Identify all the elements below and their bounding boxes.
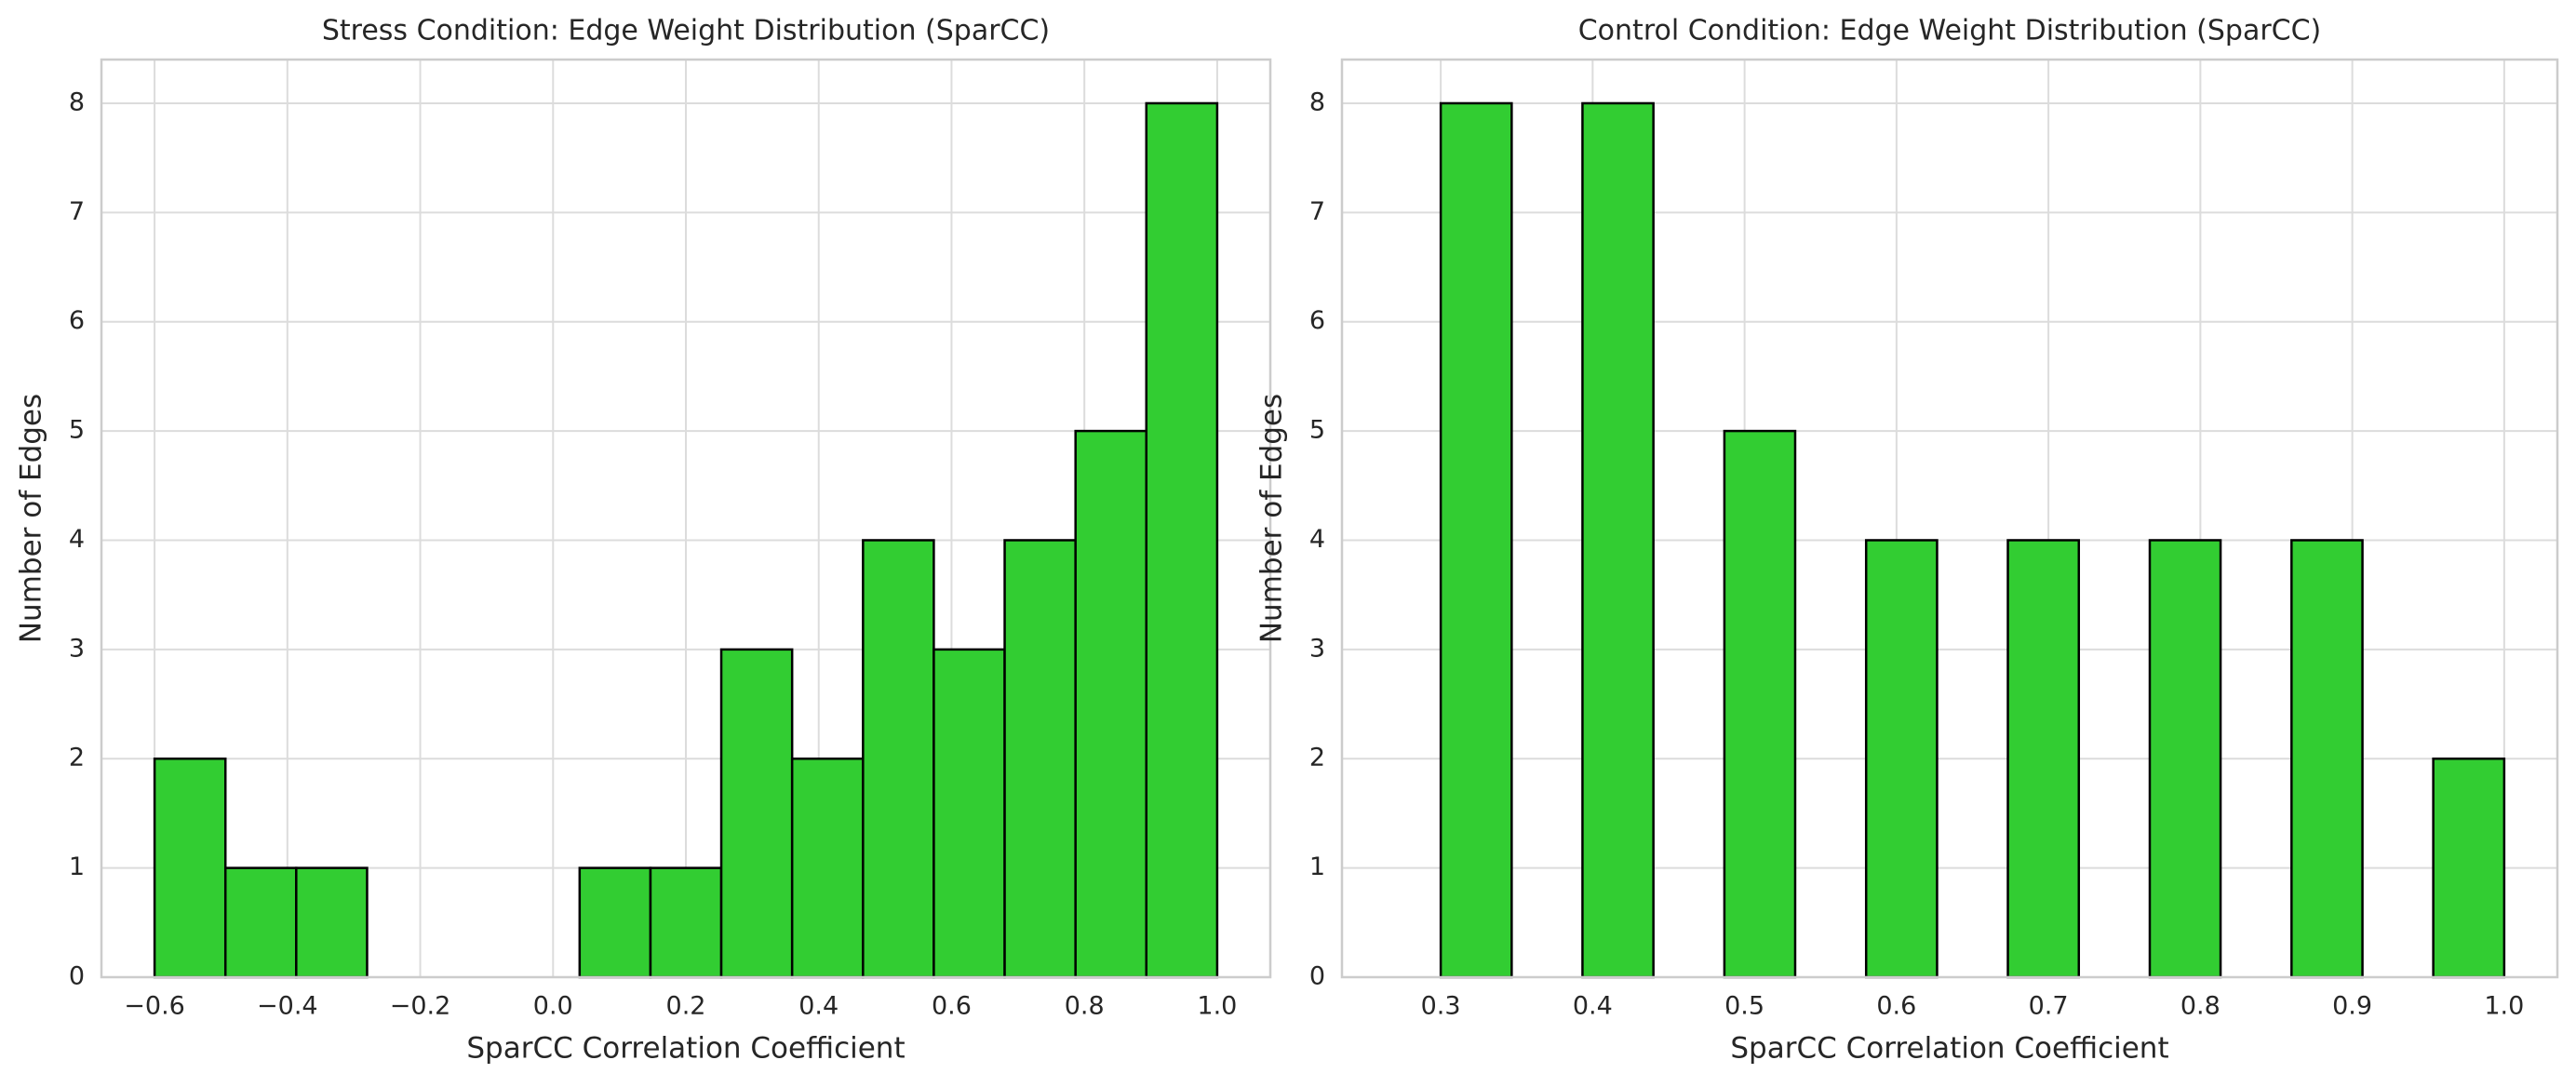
x-tick-label: 1.0 <box>2484 992 2524 1021</box>
chart-title: Stress Condition: Edge Weight Distributi… <box>322 15 1050 47</box>
y-axis-label: Number of Edges <box>1255 394 1289 643</box>
y-axis-label: Number of Edges <box>15 394 48 643</box>
y-tick-label: 5 <box>1309 416 1325 445</box>
x-tick-label: 0.0 <box>533 992 573 1021</box>
histogram-bar <box>2290 539 2364 979</box>
histogram-bar <box>1439 101 1513 979</box>
y-tick-label: 3 <box>1309 634 1325 663</box>
histogram-bar <box>2006 539 2081 979</box>
y-tick-label: 0 <box>69 962 85 991</box>
histogram-bar <box>578 866 652 979</box>
y-tick-label: 1 <box>1309 852 1325 881</box>
histogram-bar <box>932 648 1006 979</box>
histogram-bar <box>153 757 227 979</box>
x-tick-label: 0.3 <box>1421 992 1461 1021</box>
histogram-bar <box>862 539 935 979</box>
x-tick-label: −0.2 <box>390 992 451 1021</box>
y-tick-label: 7 <box>1309 197 1325 226</box>
x-tick-label: −0.6 <box>124 992 185 1021</box>
histogram-bar <box>1003 539 1077 979</box>
histogram-bar <box>1074 429 1148 979</box>
histogram-bar <box>649 866 723 979</box>
x-tick-label: 0.9 <box>2332 992 2372 1021</box>
y-tick-label: 6 <box>1309 306 1325 335</box>
histogram-bar <box>223 866 298 979</box>
histogram-bar <box>790 757 865 979</box>
y-tick-label: 6 <box>69 306 85 335</box>
histogram-bar <box>719 648 794 979</box>
x-tick-label: 0.7 <box>2029 992 2069 1021</box>
y-tick-label: 5 <box>69 416 85 445</box>
x-tick-label: 0.2 <box>666 992 706 1021</box>
x-tick-label: 1.0 <box>1197 992 1237 1021</box>
histogram-bar <box>2432 757 2506 979</box>
x-tick-label: 0.6 <box>1876 992 1916 1021</box>
x-axis-label: SparCC Correlation Coefficient <box>1730 1032 2168 1066</box>
axes-frame <box>1340 58 2559 979</box>
x-tick-label: 0.5 <box>1724 992 1764 1021</box>
y-tick-label: 3 <box>69 634 85 663</box>
y-tick-label: 4 <box>1309 525 1325 554</box>
x-axis-label: SparCC Correlation Coefficient <box>466 1032 905 1066</box>
y-tick-label: 8 <box>1309 87 1325 116</box>
x-tick-label: 0.6 <box>932 992 972 1021</box>
y-tick-label: 1 <box>69 852 85 881</box>
histogram-bar <box>2148 539 2222 979</box>
y-tick-label: 8 <box>69 87 85 116</box>
y-tick-label: 7 <box>69 197 85 226</box>
x-tick-label: 0.8 <box>2180 992 2220 1021</box>
histogram-bar <box>1864 539 1939 979</box>
y-tick-label: 4 <box>69 525 85 554</box>
y-tick-label: 2 <box>69 744 85 772</box>
x-tick-label: 0.4 <box>1573 992 1613 1021</box>
x-tick-label: −0.4 <box>257 992 318 1021</box>
x-tick-label: 0.4 <box>798 992 839 1021</box>
x-tick-label: 0.8 <box>1065 992 1105 1021</box>
histogram-bar <box>295 866 369 979</box>
histogram-bar <box>1723 429 1797 979</box>
y-tick-label: 2 <box>1309 744 1325 772</box>
histogram-bar <box>1581 101 1655 979</box>
chart-title: Control Condition: Edge Weight Distribut… <box>1578 15 2322 47</box>
histogram-bar <box>1145 101 1219 979</box>
axes-frame <box>100 58 1272 979</box>
y-tick-label: 0 <box>1309 962 1325 991</box>
